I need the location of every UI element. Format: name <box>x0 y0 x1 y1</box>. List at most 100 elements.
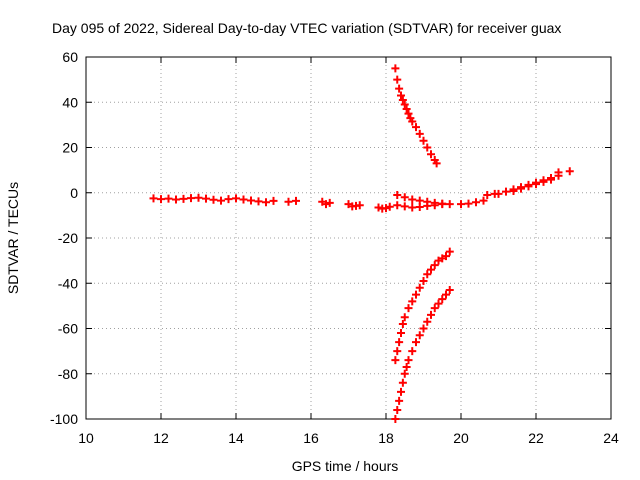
data-point <box>408 347 417 356</box>
data-point <box>423 143 432 152</box>
y-tick-label: -20 <box>58 230 78 246</box>
data-point <box>438 295 447 304</box>
data-point <box>408 297 417 306</box>
data-point <box>423 317 432 326</box>
data-points <box>149 64 574 423</box>
x-tick-label: 10 <box>78 430 94 446</box>
data-point <box>483 191 492 200</box>
x-tick-label: 18 <box>378 430 394 446</box>
data-point <box>382 204 390 213</box>
data-point <box>438 199 447 208</box>
data-point <box>445 200 454 209</box>
data-point <box>209 195 218 204</box>
data-point <box>442 252 450 261</box>
data-point <box>412 123 420 132</box>
data-point <box>393 75 402 84</box>
data-point <box>547 175 555 184</box>
data-point <box>445 286 454 295</box>
data-point <box>397 329 405 338</box>
y-tick-label: 40 <box>62 94 78 110</box>
data-point <box>539 177 548 186</box>
data-point <box>393 201 402 210</box>
data-point <box>404 109 413 118</box>
data-point <box>400 202 409 211</box>
data-point <box>412 290 420 299</box>
data-point <box>391 356 400 365</box>
data-point <box>157 195 165 204</box>
data-point <box>400 313 409 322</box>
data-point <box>194 193 203 202</box>
data-point <box>494 189 503 198</box>
data-point <box>457 200 465 209</box>
data-point <box>427 265 435 274</box>
data-point <box>179 194 188 203</box>
data-point <box>502 187 510 196</box>
data-point <box>415 129 424 138</box>
x-tick-label: 14 <box>228 430 244 446</box>
y-axis-label: SDTVAR / TECUs <box>5 182 21 294</box>
data-point <box>397 387 405 396</box>
data-point <box>393 347 402 356</box>
data-point <box>284 197 293 206</box>
data-point <box>217 196 225 205</box>
data-point <box>254 197 263 206</box>
data-point <box>325 198 334 207</box>
data-point <box>430 261 439 270</box>
plot-frame <box>85 56 612 420</box>
x-tick-label: 12 <box>153 430 169 446</box>
y-tick-label: -40 <box>58 275 78 291</box>
x-tick-label: 24 <box>603 430 619 446</box>
data-point <box>187 194 195 203</box>
data-point <box>412 338 420 347</box>
data-point <box>395 84 404 93</box>
data-point <box>423 197 432 206</box>
data-point <box>524 182 533 191</box>
y-tick-label: -80 <box>58 366 78 382</box>
data-point <box>398 378 407 387</box>
data-point <box>430 198 439 207</box>
data-point <box>172 195 180 204</box>
data-point <box>423 270 432 279</box>
data-point <box>393 191 402 200</box>
data-point <box>397 91 405 100</box>
data-point <box>430 304 439 313</box>
data-point <box>464 199 473 208</box>
y-tick-label: -100 <box>50 411 78 427</box>
data-point <box>400 193 409 202</box>
data-point <box>472 198 480 207</box>
data-point <box>400 100 409 109</box>
data-point <box>419 276 428 285</box>
data-point <box>419 136 428 145</box>
data-point <box>408 195 417 204</box>
data-point <box>419 324 428 333</box>
data-point <box>202 194 210 203</box>
data-point <box>224 195 233 204</box>
data-point <box>355 201 364 210</box>
data-point <box>398 95 407 104</box>
x-tick-label: 20 <box>453 430 469 446</box>
data-point <box>415 283 424 292</box>
y-axis: 60 40 20 0 -20 -40 -60 -80 -100 <box>50 49 611 427</box>
data-point <box>395 338 404 347</box>
data-point <box>247 196 255 205</box>
data-point <box>398 319 407 328</box>
data-point <box>239 195 248 204</box>
data-point <box>374 203 383 212</box>
data-point <box>292 196 300 205</box>
data-point <box>262 198 270 207</box>
data-point <box>554 168 563 177</box>
data-point <box>322 200 330 209</box>
y-tick-label: 0 <box>70 185 78 201</box>
data-point <box>427 310 435 319</box>
data-point <box>427 150 435 159</box>
grid <box>86 57 611 419</box>
data-point <box>402 105 411 114</box>
data-point <box>385 202 394 211</box>
data-point <box>517 184 525 193</box>
data-point <box>402 362 411 371</box>
x-axis: 10 12 14 16 18 20 22 24 <box>78 57 619 446</box>
chart-title: Day 095 of 2022, Sidereal Day-to-day VTE… <box>52 20 561 36</box>
data-point <box>393 405 402 414</box>
y-tick-label: -60 <box>58 321 78 337</box>
